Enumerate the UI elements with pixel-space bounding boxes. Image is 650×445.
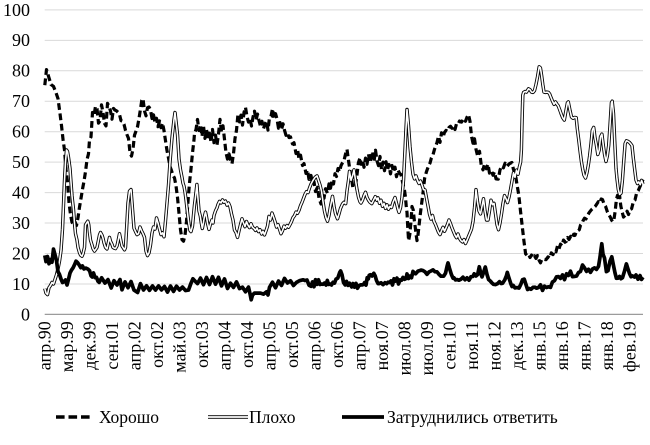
svg-text:Хорошо: Хорошо [99, 407, 159, 427]
svg-text:янв.15: янв.15 [529, 321, 549, 370]
svg-text:фев.19: фев.19 [619, 321, 639, 372]
svg-text:окт.03: окт.03 [192, 321, 212, 368]
svg-text:дек.13: дек.13 [507, 321, 527, 369]
svg-text:янв.16: янв.16 [552, 321, 572, 370]
svg-text:0: 0 [21, 304, 30, 324]
svg-text:апр.06: апр.06 [304, 321, 324, 370]
svg-text:20: 20 [12, 243, 30, 263]
svg-text:апр.05: апр.05 [259, 321, 279, 370]
svg-text:окт.06: окт.06 [327, 321, 347, 368]
svg-text:Плохо: Плохо [249, 407, 296, 427]
svg-text:ноя.07: ноя.07 [372, 321, 392, 370]
svg-text:70: 70 [12, 91, 30, 111]
svg-text:30: 30 [12, 213, 30, 233]
svg-text:янв.18: янв.18 [597, 321, 617, 370]
svg-text:апр.07: апр.07 [349, 321, 369, 370]
svg-text:апр.90: апр.90 [34, 321, 54, 370]
svg-text:окт.05: окт.05 [282, 321, 302, 368]
svg-text:май.03: май.03 [169, 321, 189, 372]
svg-text:40: 40 [12, 183, 30, 203]
svg-text:ноя.12: ноя.12 [484, 321, 504, 370]
svg-text:50: 50 [12, 152, 30, 172]
svg-text:апр.04: апр.04 [214, 321, 234, 370]
svg-text:60: 60 [12, 122, 30, 142]
svg-text:сен.10: сен.10 [439, 321, 459, 369]
svg-text:10: 10 [12, 274, 30, 294]
svg-text:июл.08: июл.08 [394, 321, 414, 375]
svg-text:янв.17: янв.17 [574, 321, 594, 370]
svg-text:дек.99: дек.99 [79, 321, 99, 369]
svg-text:мар.99: мар.99 [57, 321, 77, 372]
svg-text:Затруднились ответить: Затруднились ответить [387, 407, 558, 427]
svg-text:июл.09: июл.09 [417, 321, 437, 375]
svg-text:окт.04: окт.04 [237, 321, 257, 368]
svg-text:80: 80 [12, 61, 30, 81]
svg-text:окт.02: окт.02 [147, 321, 167, 368]
svg-text:апр.02: апр.02 [124, 321, 144, 370]
svg-text:90: 90 [12, 30, 30, 50]
svg-text:сен.01: сен.01 [102, 321, 122, 369]
svg-text:100: 100 [3, 0, 30, 20]
svg-text:ноя.11: ноя.11 [462, 321, 482, 369]
